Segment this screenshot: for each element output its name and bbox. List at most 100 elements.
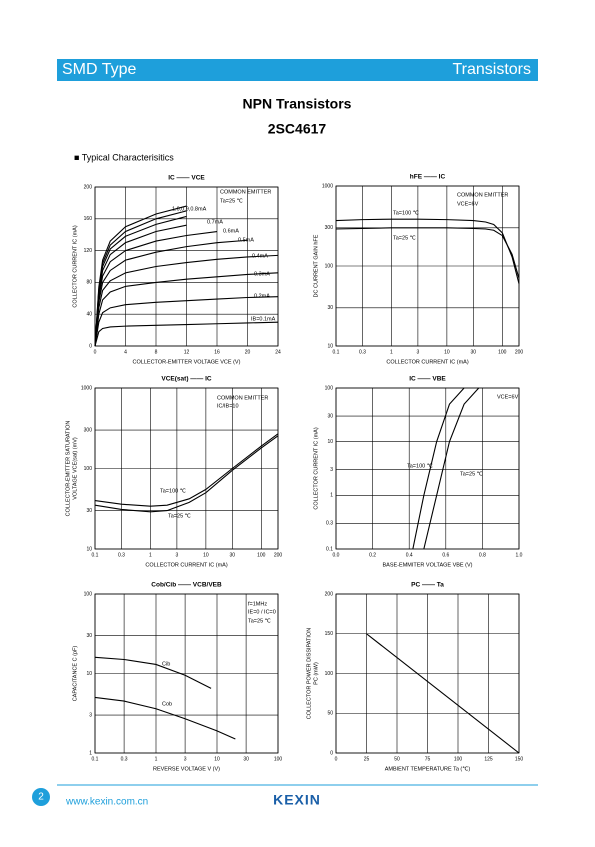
y-tick-label: 0 (89, 343, 92, 349)
chart-title: IC —— VCE (168, 175, 205, 182)
annotation: COMMON EMITTER (217, 395, 268, 401)
annotation: VCE=6V (497, 394, 519, 400)
x-tick-label: 1 (390, 349, 393, 355)
x-tick-label: 8 (155, 349, 158, 355)
curve-label: Ta=100 ℃ (160, 488, 187, 494)
curve-label: 0.3mA (254, 271, 270, 277)
header-right: Transistors (452, 61, 531, 78)
y-tick-label: 200 (84, 184, 93, 190)
y-axis-label: COLLECTOR CURRENT IC (mA) (313, 427, 319, 509)
page-number: 2 (38, 792, 44, 803)
annotation: 1.0,0.9,0.8mA (172, 206, 207, 212)
y-tick-label: 0.3 (326, 521, 333, 527)
curve-label: Ta=100 ℃ (393, 210, 420, 216)
annotation: Ta=25 ℃ (220, 198, 244, 204)
header-left: SMD Type (62, 61, 137, 78)
curve (366, 633, 520, 754)
x-tick-label: 30 (243, 756, 249, 762)
y-tick-label: 10 (86, 546, 92, 552)
curve (94, 296, 279, 347)
curve-label: 0.4mA (252, 253, 268, 259)
x-tick-label: 4 (124, 349, 127, 355)
y-tick-label: 1 (89, 750, 92, 756)
annotation: IE=0 / IC=0 (248, 609, 276, 615)
x-tick-label: 10 (214, 756, 220, 762)
curve-label: 0.6mA (223, 228, 239, 234)
y-tick-label: 1 (330, 493, 333, 499)
y-tick-label: 10 (327, 439, 333, 445)
y-tick-label: 100 (325, 263, 334, 269)
x-tick-label: 16 (214, 349, 220, 355)
curve (94, 239, 248, 347)
chart-title: IC —— VBE (409, 376, 446, 383)
curve (94, 433, 279, 507)
curve (423, 387, 480, 550)
x-tick-label: 100 (454, 756, 463, 762)
brand: KEXIN (273, 792, 321, 808)
x-tick-label: 0 (94, 349, 97, 355)
curve (94, 321, 279, 347)
y-tick-label: 30 (327, 413, 333, 419)
x-tick-label: 150 (515, 756, 524, 762)
x-axis-label: AMBIENT TEMPERATURE Ta (℃) (385, 766, 471, 772)
header-bar (57, 59, 538, 81)
x-tick-label: 0.8 (479, 552, 486, 558)
y-tick-label: 120 (84, 248, 93, 254)
y-tick-label: 3 (89, 712, 92, 718)
curve (94, 272, 279, 347)
curve (94, 435, 279, 513)
y-tick-label: 50 (327, 711, 333, 717)
y-tick-label: 30 (86, 633, 92, 639)
curve-label: Ta=100 ℃ (407, 463, 434, 469)
x-tick-label: 1.0 (516, 552, 523, 558)
x-tick-label: 0.4 (406, 552, 413, 558)
curve (94, 205, 187, 347)
annotation: IC/IB=10 (217, 403, 239, 409)
x-tick-label: 0.1 (333, 349, 340, 355)
annotation: f=1MHz (248, 601, 267, 607)
x-axis-label: COLLECTOR-EMITTER VOLTAGE VCE (V) (133, 359, 241, 365)
curve-label: Cib (162, 661, 170, 667)
curve (94, 224, 187, 347)
x-tick-label: 30 (471, 349, 477, 355)
y-tick-label: 150 (325, 631, 334, 637)
curve (412, 387, 465, 550)
x-tick-label: 12 (184, 349, 190, 355)
x-tick-label: 20 (245, 349, 251, 355)
y-tick-label: 100 (84, 466, 93, 472)
y-tick-label: 40 (86, 312, 92, 318)
x-tick-label: 0.1 (92, 552, 99, 558)
x-axis-label: REVERSE VOLTAGE V (V) (153, 766, 220, 772)
part-number: 2SC4617 (268, 121, 327, 137)
x-tick-label: 75 (425, 756, 431, 762)
doc-title: NPN Transistors (243, 96, 352, 112)
x-tick-label: 0.6 (442, 552, 449, 558)
y-axis-label: DC CURRENT GAIN hFE (313, 234, 319, 297)
x-tick-label: 24 (275, 349, 281, 355)
x-tick-label: 3 (175, 552, 178, 558)
curve-label: Ta=25 ℃ (168, 513, 192, 519)
x-tick-label: 0.0 (333, 552, 340, 558)
x-axis-label: COLLECTOR CURRENT IC (mA) (145, 562, 227, 568)
curve (94, 696, 236, 740)
y-tick-label: 100 (325, 385, 334, 391)
x-tick-label: 0.1 (92, 756, 99, 762)
y-axis-label: CAPACITANCE C (pF) (72, 646, 78, 702)
curve-label: IB=0.1mA (251, 316, 276, 322)
curve-label: 0.7mA (207, 219, 223, 225)
y-axis-label: COLLECTOR POWER DISSIPATION (306, 628, 312, 719)
x-tick-label: 100 (274, 756, 283, 762)
x-tick-label: 100 (257, 552, 266, 558)
annotation: VCE=6V (457, 201, 479, 207)
x-tick-label: 0 (335, 756, 338, 762)
y-tick-label: 200 (325, 591, 334, 597)
y-tick-label: 300 (325, 225, 334, 231)
curve-label: Ta=25 ℃ (393, 235, 417, 241)
chart-title: PC —— Ta (411, 582, 444, 589)
y-tick-label: 30 (327, 305, 333, 311)
y-axis-label: PC (mW) (313, 662, 319, 685)
x-tick-label: 25 (364, 756, 370, 762)
chart-title: hFE —— IC (410, 174, 446, 181)
y-tick-label: 160 (84, 216, 93, 222)
